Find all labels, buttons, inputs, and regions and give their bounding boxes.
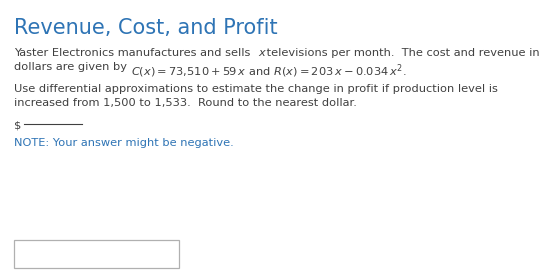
Text: NOTE: Your answer might be negative.: NOTE: Your answer might be negative. [14, 138, 234, 148]
Text: Yaster Electronics manufactures and sells: Yaster Electronics manufactures and sell… [14, 48, 254, 58]
Text: dollars are given by: dollars are given by [14, 62, 131, 72]
Text: x: x [258, 48, 265, 58]
Text: $C(x) = 73{,}510 + 59\,x$ and $R(x) = 203\,x - 0.034\,x^2$.: $C(x) = 73{,}510 + 59\,x$ and $R(x) = 20… [131, 62, 406, 79]
FancyBboxPatch shape [14, 240, 179, 268]
Text: Use differential approximations to estimate the change in profit if production l: Use differential approximations to estim… [14, 84, 498, 94]
Text: $: $ [14, 120, 21, 130]
Text: increased from 1,500 to 1,533.  Round to the nearest dollar.: increased from 1,500 to 1,533. Round to … [14, 98, 357, 108]
Text: televisions per month.  The cost and revenue in: televisions per month. The cost and reve… [263, 48, 540, 58]
Text: Revenue, Cost, and Profit: Revenue, Cost, and Profit [14, 18, 278, 38]
